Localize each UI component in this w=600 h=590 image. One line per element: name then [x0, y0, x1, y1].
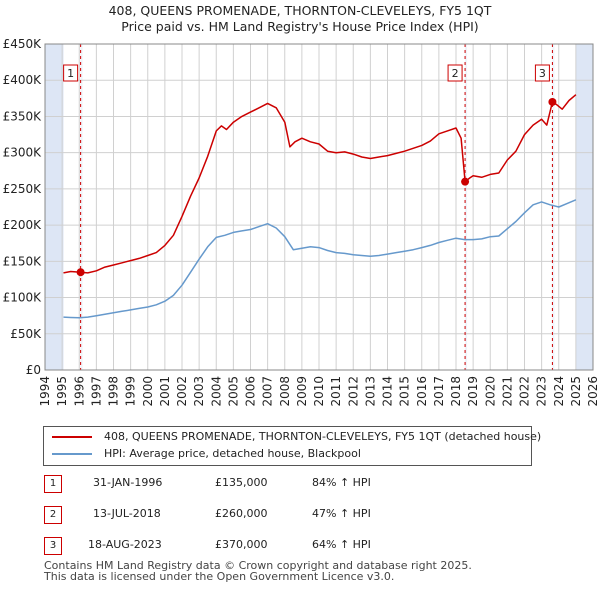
- x-tick-label: 2004: [209, 376, 223, 407]
- sale-label-number: 2: [452, 67, 459, 80]
- x-tick-label: 2019: [466, 376, 480, 407]
- x-tick-label: 1995: [55, 376, 69, 407]
- legend: 408, QUEENS PROMENADE, THORNTON-CLEVELEY…: [43, 426, 541, 466]
- sale-band: [465, 44, 468, 370]
- x-tick-label: 2002: [175, 376, 189, 407]
- x-tick-label: 2017: [432, 376, 446, 407]
- x-tick-label: 2005: [226, 376, 240, 407]
- x-tick-label: 1999: [124, 376, 138, 407]
- y-tick-label: £450K: [3, 37, 43, 51]
- x-tick-label: 2023: [535, 376, 549, 407]
- series-line-property: [63, 94, 577, 274]
- x-tick-label: 2007: [261, 376, 275, 407]
- sale-label-box: 1: [63, 64, 79, 82]
- x-tick-label: 2022: [518, 376, 532, 407]
- x-tick-label: 2016: [415, 376, 429, 407]
- sale-price: £135,000: [215, 476, 268, 489]
- sale-hpi-change: 47% ↑ HPI: [312, 507, 371, 520]
- legend-swatch-hpi: [52, 453, 92, 455]
- sale-label-box: 2: [447, 64, 463, 82]
- y-tick-label: £50K: [10, 327, 42, 341]
- sale-label-number: 1: [67, 67, 74, 80]
- x-tick-label: 2018: [449, 376, 463, 407]
- x-tick-label: 2015: [398, 376, 412, 407]
- plot-border: [44, 43, 594, 371]
- sale-date: 18-AUG-2023: [88, 538, 162, 551]
- y-tick-label: £400K: [3, 73, 43, 87]
- sale-point: [461, 177, 470, 186]
- series-line-hpi: [63, 199, 577, 319]
- sale-number-badge: 1: [44, 475, 62, 493]
- x-tick-label: 2001: [158, 376, 172, 407]
- legend-label-hpi: HPI: Average price, detached house, Blac…: [104, 447, 361, 460]
- sale-price: £260,000: [215, 507, 268, 520]
- sale-number-badge: 2: [44, 506, 62, 524]
- y-tick-label: £200K: [3, 218, 43, 232]
- sale-label-frame: [534, 64, 550, 82]
- x-tick-label: 2012: [346, 376, 360, 407]
- y-tick-label: £350K: [3, 109, 43, 123]
- y-tick-label: £300K: [3, 146, 43, 160]
- sale-hpi-change: 84% ↑ HPI: [312, 476, 371, 489]
- y-tick-label: £250K: [3, 182, 43, 196]
- footer-licence: This data is licensed under the Open Gov…: [44, 570, 395, 583]
- sale-label-frame: [447, 64, 463, 82]
- sale-label-frame: [63, 64, 79, 82]
- y-tick-label: £100K: [3, 291, 43, 305]
- x-tick-label: 2024: [552, 376, 566, 407]
- y-tick-label: £0: [26, 363, 41, 377]
- legend-item-property: 408, QUEENS PROMENADE, THORNTON-CLEVELEY…: [52, 429, 541, 445]
- x-tick-label: 1998: [107, 376, 121, 407]
- x-tick-label: 2020: [483, 376, 497, 407]
- legend-swatch-property: [52, 436, 92, 438]
- shaded-region: [45, 44, 64, 370]
- chart-title: 408, QUEENS PROMENADE, THORNTON-CLEVELEY…: [108, 3, 492, 18]
- shaded-region: [575, 44, 593, 370]
- sale-band: [80, 44, 83, 370]
- x-tick-label: 1996: [72, 376, 86, 407]
- footer: Contains HM Land Registry data © Crown c…: [44, 560, 472, 582]
- x-tick-label: 2010: [312, 376, 326, 407]
- x-tick-label: 2014: [381, 376, 395, 407]
- legend-label-property: 408, QUEENS PROMENADE, THORNTON-CLEVELEY…: [104, 430, 542, 443]
- x-tick-label: 2011: [329, 376, 343, 407]
- sale-label-number: 3: [539, 67, 546, 80]
- x-tick-label: 1997: [89, 376, 103, 407]
- sale-hpi-change: 64% ↑ HPI: [312, 538, 371, 551]
- sale-price: £370,000: [215, 538, 268, 551]
- x-tick-label: 2000: [141, 376, 155, 407]
- x-tick-label: 2021: [500, 376, 514, 407]
- footer-copyright: Contains HM Land Registry data © Crown c…: [44, 559, 472, 572]
- x-tick-label: 2006: [244, 376, 258, 407]
- legend-item-hpi: HPI: Average price, detached house, Blac…: [52, 446, 361, 462]
- x-tick-label: 2003: [192, 376, 206, 407]
- x-tick-label: 2009: [295, 376, 309, 407]
- y-tick-label: £150K: [3, 254, 43, 268]
- sale-point: [548, 97, 557, 106]
- sale-band: [552, 44, 555, 370]
- chart-subtitle: Price paid vs. HM Land Registry's House …: [121, 19, 479, 34]
- x-tick-label: 1994: [38, 376, 52, 407]
- sale-date: 13-JUL-2018: [93, 507, 161, 520]
- x-tick-label: 2026: [586, 376, 600, 407]
- x-tick-label: 2013: [363, 376, 377, 407]
- sale-number-badge: 3: [44, 537, 62, 555]
- price-chart: £0 £50K £100K £150K £200K £250K £300K £350K £400…: [3, 37, 600, 407]
- sale-point: [76, 268, 85, 277]
- x-tick-label: 2008: [278, 376, 292, 407]
- sale-date: 31-JAN-1996: [93, 476, 163, 489]
- sale-label-box: 3: [534, 64, 550, 82]
- x-tick-label: 2025: [569, 376, 583, 407]
